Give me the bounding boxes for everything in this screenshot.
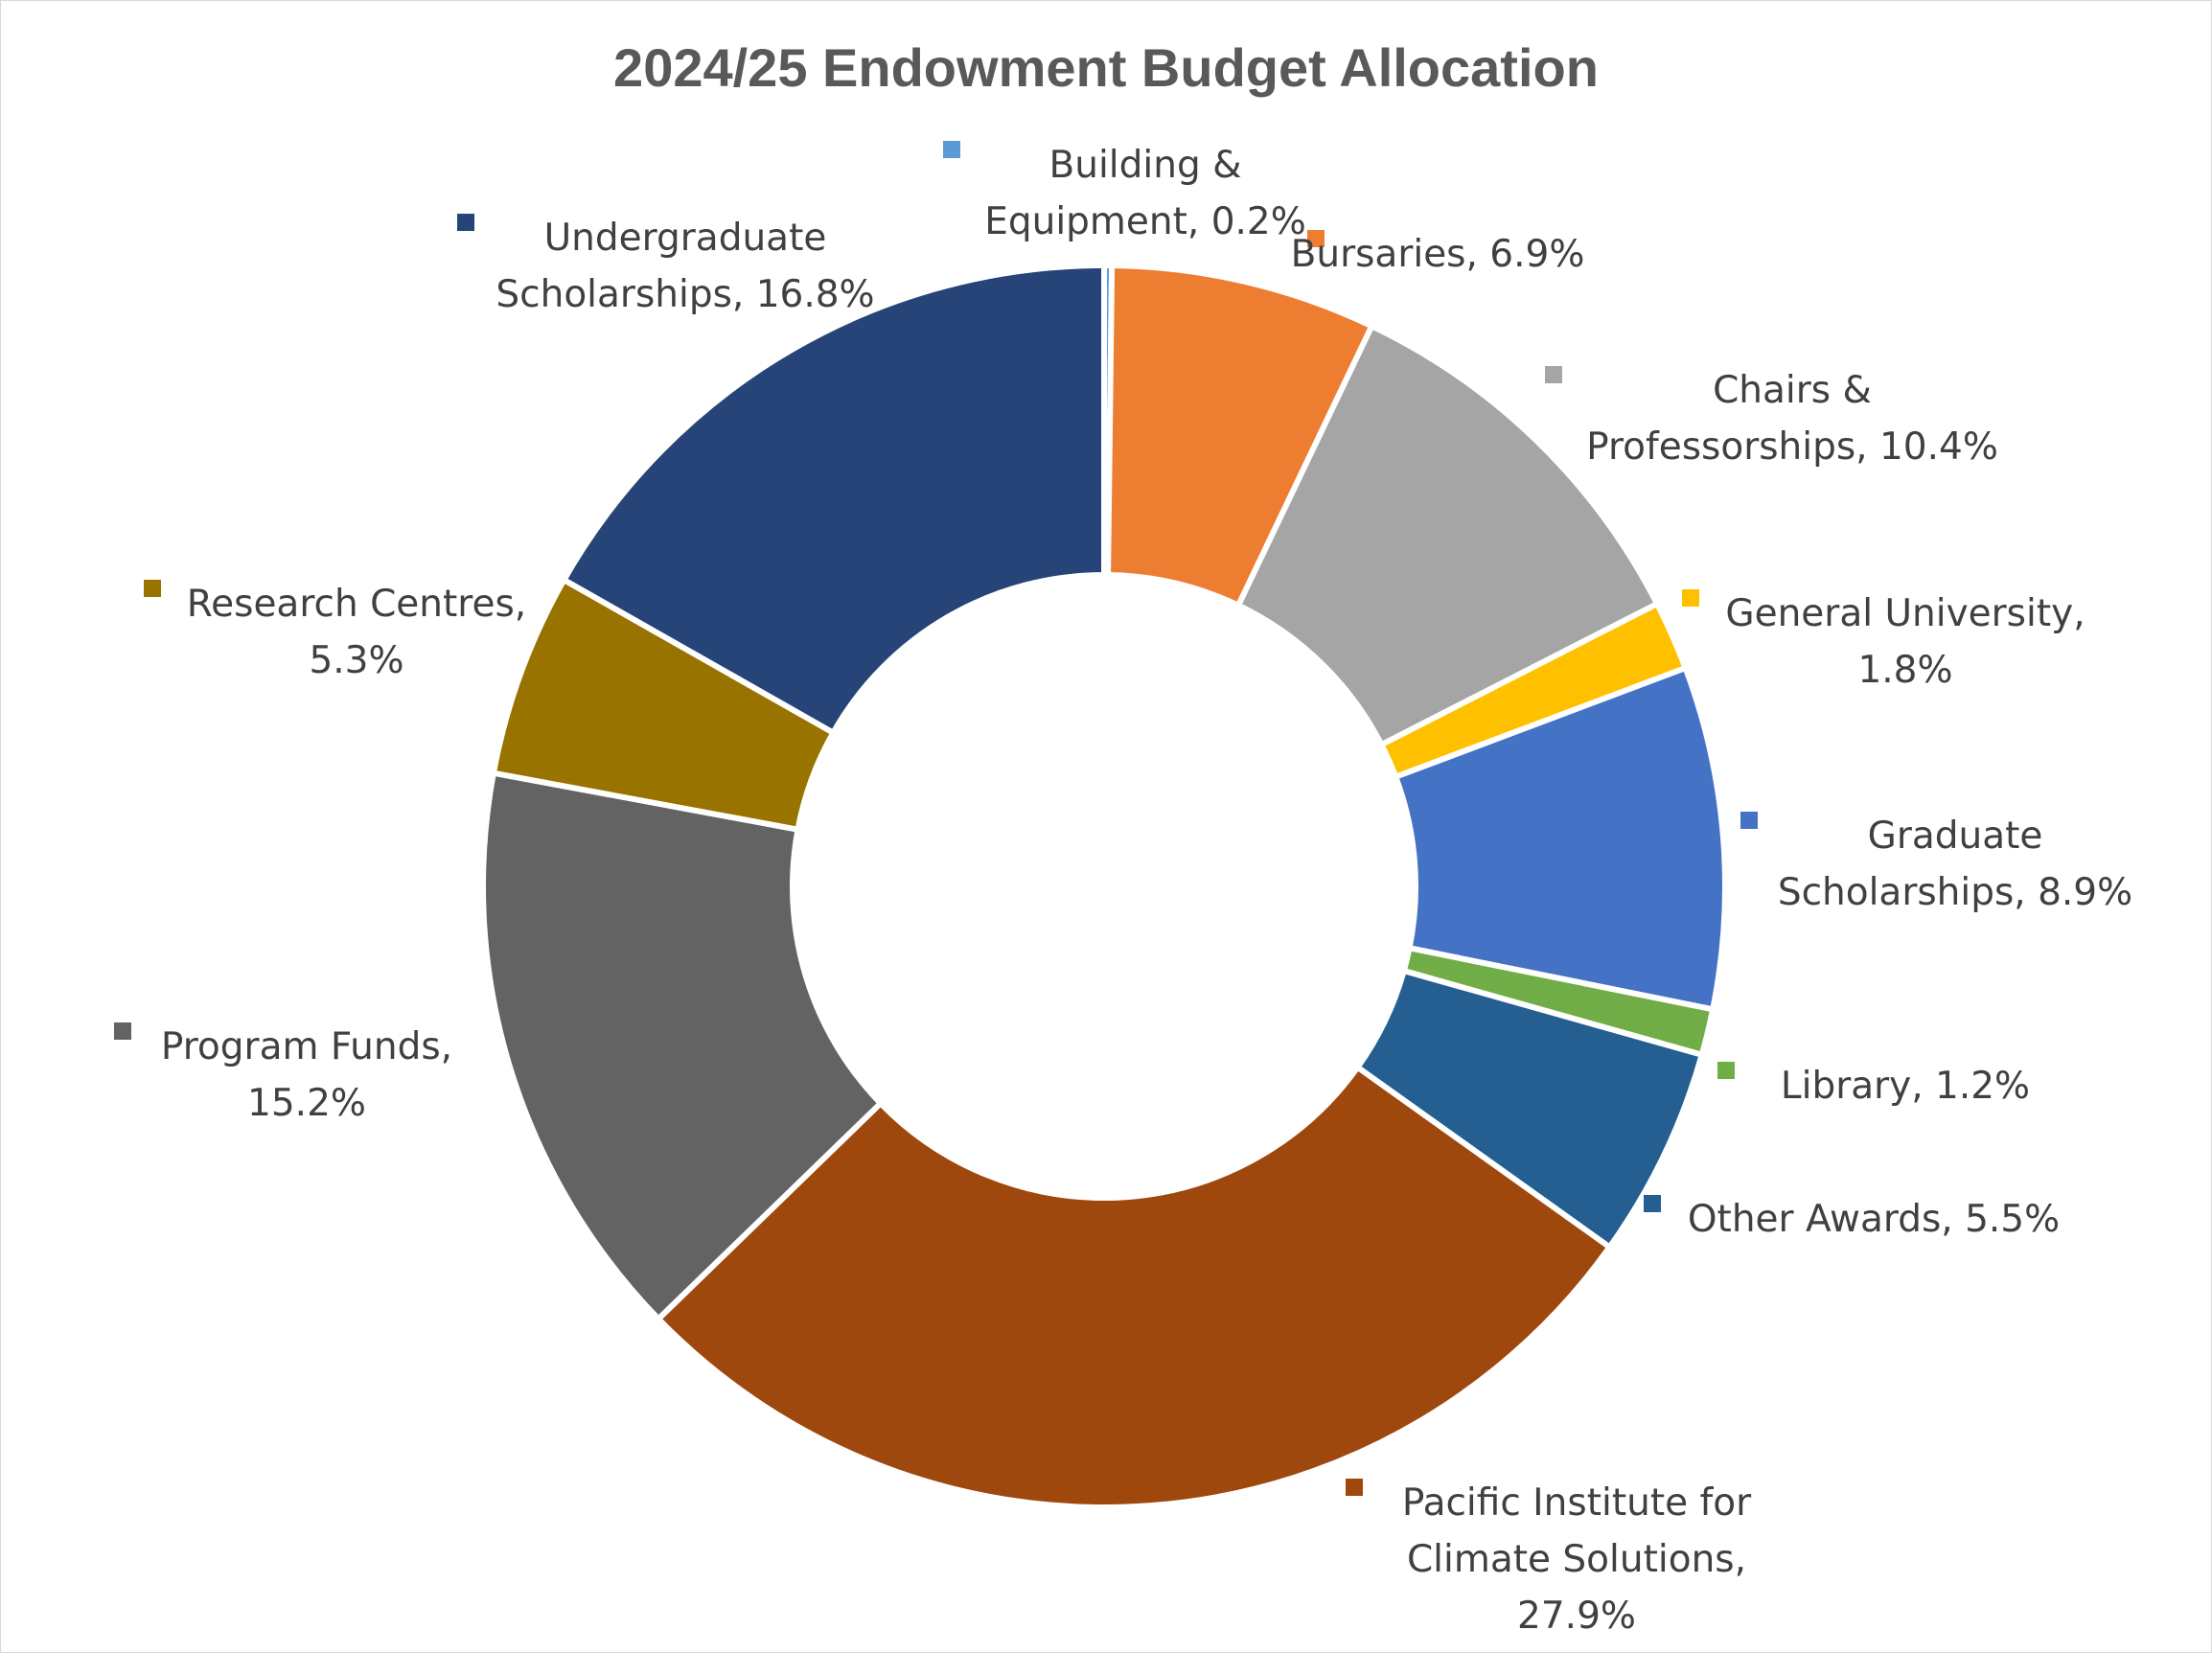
label-marker-bursaries [1307,230,1325,247]
data-label-general-university: General University, 1.8% [1725,592,2085,692]
slice-graduate-scholarships [1392,664,1728,1013]
data-label-library: Library, 1.2% [1781,1065,2030,1108]
label-marker-graduate-scholarships [1740,812,1758,829]
label-marker-general-university [1682,589,1699,607]
label-marker-chairs-and-professorships [1545,366,1562,383]
label-marker-other-awards [1644,1195,1661,1212]
data-label-pacific-institute-for-climate-solutions: Pacific Institute for Climate Solutions, 2… [1402,1481,1752,1638]
data-labels: Building & Equipment, 0.2%Bursaries, 6.9%… [114,141,2132,1638]
label-marker-building-and-equipment [943,141,960,158]
label-marker-library [1717,1062,1735,1079]
slice-pacific-institute-for-climate-solutions [654,1063,1614,1510]
data-label-research-centres: Research Centres, 5.3% [187,583,526,682]
slice-program-funds [480,769,886,1323]
data-label-other-awards: Other Awards, 5.5% [1688,1198,2060,1241]
data-label-building-and-equipment: Building & Equipment, 0.2% [984,144,1306,243]
slice-undergraduate-scholarships [560,262,1107,737]
data-label-chairs-and-professorships: Chairs & Professorships, 10.4% [1586,369,1998,469]
label-marker-program-funds [114,1022,131,1040]
data-label-program-funds: Program Funds, 15.2% [161,1025,452,1125]
data-label-undergraduate-scholarships: Undergraduate Scholarships, 16.8% [495,217,874,316]
label-marker-undergraduate-scholarships [457,214,474,231]
label-marker-pacific-institute-for-climate-solutions [1346,1479,1363,1496]
chart-title: 2024/25 Endowment Budget Allocation [613,37,1599,98]
data-label-graduate-scholarships: Graduate Scholarships, 8.9% [1778,815,2132,914]
donut-slices [480,262,1728,1510]
data-label-bursaries: Bursaries, 6.9% [1291,233,1585,276]
label-marker-research-centres [144,580,161,597]
slice-chairs-and-professorships [1234,322,1662,749]
